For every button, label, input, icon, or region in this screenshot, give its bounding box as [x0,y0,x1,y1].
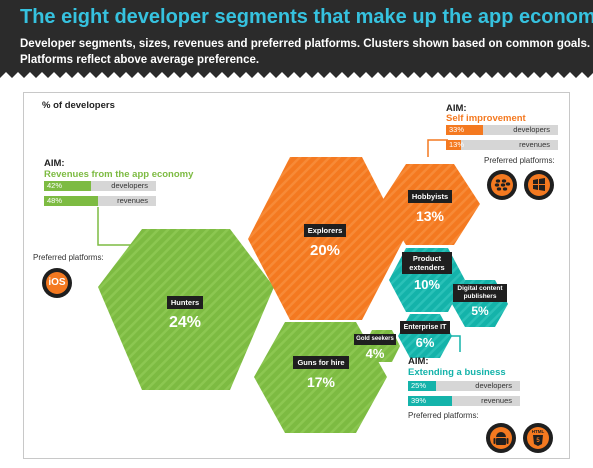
segment-name: Guns for hire [293,356,349,369]
bar-fill [44,181,91,191]
hex-guns-for-hire [254,322,387,433]
segment-guns-for-hire: Guns for hire 17% [266,352,376,390]
html5-icon: 5 HTML [523,423,553,453]
segment-share: 5% [471,304,489,318]
segment-share: 24% [168,314,202,331]
chart-title: % of developers [42,100,115,111]
segment-share: 4% [365,346,385,361]
blackberry-icon [487,170,517,200]
bar-self-developers: 33% developers [446,125,558,135]
svg-text:5: 5 [536,438,540,444]
segment-name: Digital content publishers [453,284,507,302]
aim-label-revenues: AIM: [44,158,65,169]
bar-fill [44,196,98,206]
bar-value: 33% [449,125,465,134]
bar-label: developers [475,381,512,390]
page-subtitle-line2: Platforms reflect above average preferen… [20,54,260,66]
page-title: The eight developer segments that make u… [20,6,593,28]
segment-name: Hobbyists [407,190,453,203]
bar-revenues-revenues: 48% revenues [44,196,156,206]
zigzag-edge [0,72,593,80]
html5-icon-text: HTML [531,429,545,434]
segment-share: 17% [306,374,336,390]
bar-fill [446,140,461,150]
bar-label: revenues [481,396,512,405]
segment-name: Gold seekers [354,334,396,345]
bar-value: 39% [411,396,427,405]
android-icon [486,423,516,453]
bar-business-revenues: 39% revenues [408,396,520,406]
preferred-platforms-label: Preferred platforms: [408,411,479,420]
page-subtitle-line1: Developer segments, sizes, revenues and … [20,38,591,50]
hex-hobbyists [380,164,480,245]
bar-revenues-developers: 42% developers [44,181,156,191]
header-banner: The eight developer segments that make u… [0,0,593,80]
bar-label: developers [513,125,550,134]
infographic-panel [23,92,570,459]
segment-hunters: Hunters 24% [130,292,240,332]
bar-label: revenues [519,140,550,149]
segment-name: Explorers [303,224,347,237]
segment-name: Product extenders [402,252,452,274]
segment-explorers: Explorers 20% [270,220,380,259]
segment-share: 6% [415,335,435,350]
preferred-platforms-label: Preferred platforms: [484,156,555,165]
bar-label: revenues [117,196,148,205]
segment-share: 20% [309,242,341,259]
hex-explorers [248,157,404,320]
aim-goal-revenues: Revenues from the app economy [44,169,194,180]
preferred-platforms-label: Preferred platforms: [33,253,104,262]
segment-digital-content: Digital content publishers 5% [446,284,514,318]
bar-self-revenues: 13% revenues [446,140,558,150]
bar-fill [446,125,483,135]
segment-name: Hunters [166,296,204,309]
segment-hobbyists: Hobbyists 13% [390,186,470,224]
bar-business-developers: 25% developers [408,381,520,391]
segment-gold-seekers: Gold seekers 4% [350,327,400,361]
segment-product-extenders: Product extenders 10% [397,252,457,292]
bar-value: 13% [449,140,465,149]
segment-share: 13% [415,208,445,224]
aim-label-self: AIM: [446,103,467,114]
windows-icon [524,170,554,200]
leader-line-self [427,139,448,157]
segment-enterprise-it: Enterprise IT 6% [395,316,455,350]
ios-icon: iOS [42,268,72,298]
hex-hunters [98,229,274,390]
bar-value: 25% [411,381,427,390]
bar-label: developers [111,181,148,190]
segment-name: Enterprise IT [399,321,451,334]
bar-fill [408,396,452,406]
aim-goal-self: Self improvement [446,113,526,124]
aim-label-business: AIM: [408,356,429,367]
ios-icon-text: iOS [48,277,66,288]
segment-share: 10% [413,277,441,292]
bar-value: 48% [47,196,63,205]
bar-value: 42% [47,181,63,190]
bar-fill [408,381,436,391]
aim-goal-business: Extending a business [408,367,506,378]
